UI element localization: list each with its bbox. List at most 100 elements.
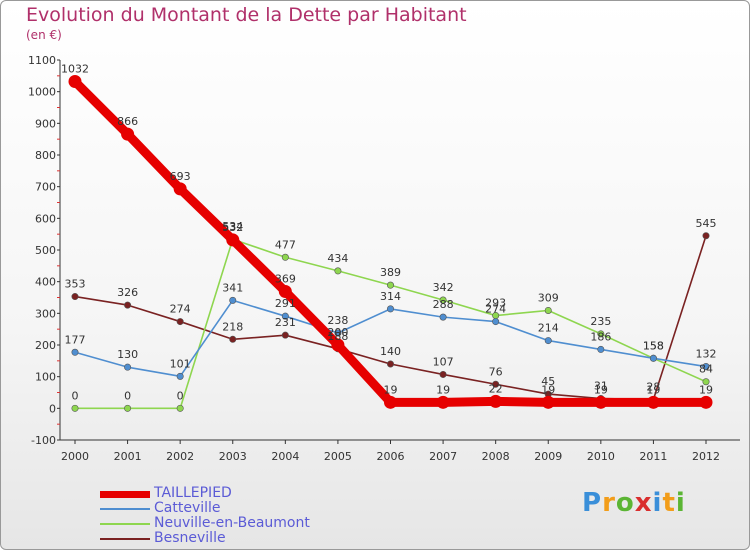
y-tick-label: 500 <box>35 244 56 257</box>
y-tick-label: 0 <box>49 402 56 415</box>
data-point <box>176 372 184 380</box>
data-point <box>176 318 184 326</box>
data-label: 291 <box>275 297 296 310</box>
data-point <box>173 182 187 196</box>
data-point <box>331 338 345 352</box>
y-tick-label: 800 <box>35 149 56 162</box>
data-label: 28 <box>646 380 660 393</box>
legend-item: Neuville-en-Beaumont <box>100 515 400 531</box>
data-label: 130 <box>117 348 138 361</box>
data-point <box>334 267 342 275</box>
data-label: 0 <box>177 389 184 402</box>
data-point <box>176 404 184 412</box>
legend-label: Neuville-en-Beaumont <box>154 515 310 531</box>
data-label: 545 <box>696 217 717 230</box>
data-point <box>229 335 237 343</box>
data-point <box>649 354 657 362</box>
data-point <box>541 395 555 409</box>
data-point <box>597 330 605 338</box>
data-point <box>71 293 79 301</box>
x-tick-label: 2008 <box>482 450 510 463</box>
y-tick-label: -100 <box>31 434 56 447</box>
data-label: 214 <box>538 322 559 335</box>
data-point <box>229 296 237 304</box>
data-point <box>597 345 605 353</box>
data-label: 238 <box>327 314 348 327</box>
x-tick-label: 2009 <box>534 450 562 463</box>
data-label: 235 <box>590 315 611 328</box>
data-point <box>124 404 132 412</box>
data-label: 19 <box>646 383 660 396</box>
data-label: 31 <box>594 380 608 393</box>
data-point <box>281 312 289 320</box>
data-point <box>124 301 132 309</box>
legend-swatch <box>100 508 150 510</box>
legend-swatch <box>100 538 150 540</box>
data-label: 140 <box>380 345 401 358</box>
x-tick-label: 2012 <box>692 450 720 463</box>
x-tick-label: 2003 <box>219 450 247 463</box>
data-point <box>699 395 713 409</box>
y-tick-label: 1000 <box>28 86 56 99</box>
data-label: 218 <box>222 320 243 333</box>
data-point <box>386 305 394 313</box>
data-label: 186 <box>590 330 611 343</box>
legend-swatch <box>100 523 150 525</box>
data-label: 866 <box>117 115 138 128</box>
x-tick-label: 2004 <box>271 450 299 463</box>
data-point <box>281 253 289 261</box>
data-point <box>71 404 79 412</box>
data-point <box>439 370 447 378</box>
data-label: 132 <box>696 348 717 361</box>
data-point <box>646 395 660 409</box>
x-tick-label: 2007 <box>429 450 457 463</box>
data-point <box>594 395 608 409</box>
data-label: 19 <box>436 383 450 396</box>
data-point <box>436 395 450 409</box>
data-point <box>124 363 132 371</box>
data-label: 45 <box>541 375 555 388</box>
data-label: 177 <box>65 333 86 346</box>
y-tick-label: 900 <box>35 117 56 130</box>
x-tick-label: 2000 <box>61 450 89 463</box>
data-label: 19 <box>594 383 608 396</box>
data-point <box>278 284 292 298</box>
data-label: 534 <box>222 220 243 233</box>
legend-label: Catteville <box>154 500 221 516</box>
data-label: 293 <box>485 297 506 310</box>
legend-label: Besneville <box>154 530 226 546</box>
y-tick-label: 600 <box>35 212 56 225</box>
data-point <box>489 394 503 408</box>
data-label: 353 <box>65 278 86 291</box>
data-point <box>71 348 79 356</box>
data-label: 200 <box>327 326 348 339</box>
data-point <box>439 296 447 304</box>
data-label: 158 <box>643 339 664 352</box>
x-tick-label: 2006 <box>377 450 405 463</box>
x-tick-label: 2002 <box>166 450 194 463</box>
data-label: 288 <box>433 298 454 311</box>
legend: TAILLEPIED Catteville Neuville-en-Beaumont… <box>100 485 400 546</box>
data-point <box>702 378 710 386</box>
data-label: 231 <box>275 316 296 329</box>
data-label: 101 <box>170 357 191 370</box>
data-point <box>226 233 240 247</box>
data-label: 693 <box>170 170 191 183</box>
data-label: 309 <box>538 291 559 304</box>
y-tick-label: 100 <box>35 371 56 384</box>
data-point <box>68 75 82 89</box>
x-tick-label: 2011 <box>639 450 667 463</box>
data-point <box>439 313 447 321</box>
data-label: 19 <box>541 383 555 396</box>
data-label: 274 <box>170 303 191 316</box>
data-point <box>386 360 394 368</box>
chart-subtitle: (en €) <box>26 28 62 42</box>
y-tick-label: 1100 <box>28 54 56 67</box>
chart-title: Evolution du Montant de la Dette par Hab… <box>26 4 467 26</box>
data-point <box>492 318 500 326</box>
data-point <box>384 395 397 409</box>
x-tick-label: 2005 <box>324 450 352 463</box>
legend-item: Catteville <box>100 500 400 516</box>
data-point <box>121 127 135 141</box>
